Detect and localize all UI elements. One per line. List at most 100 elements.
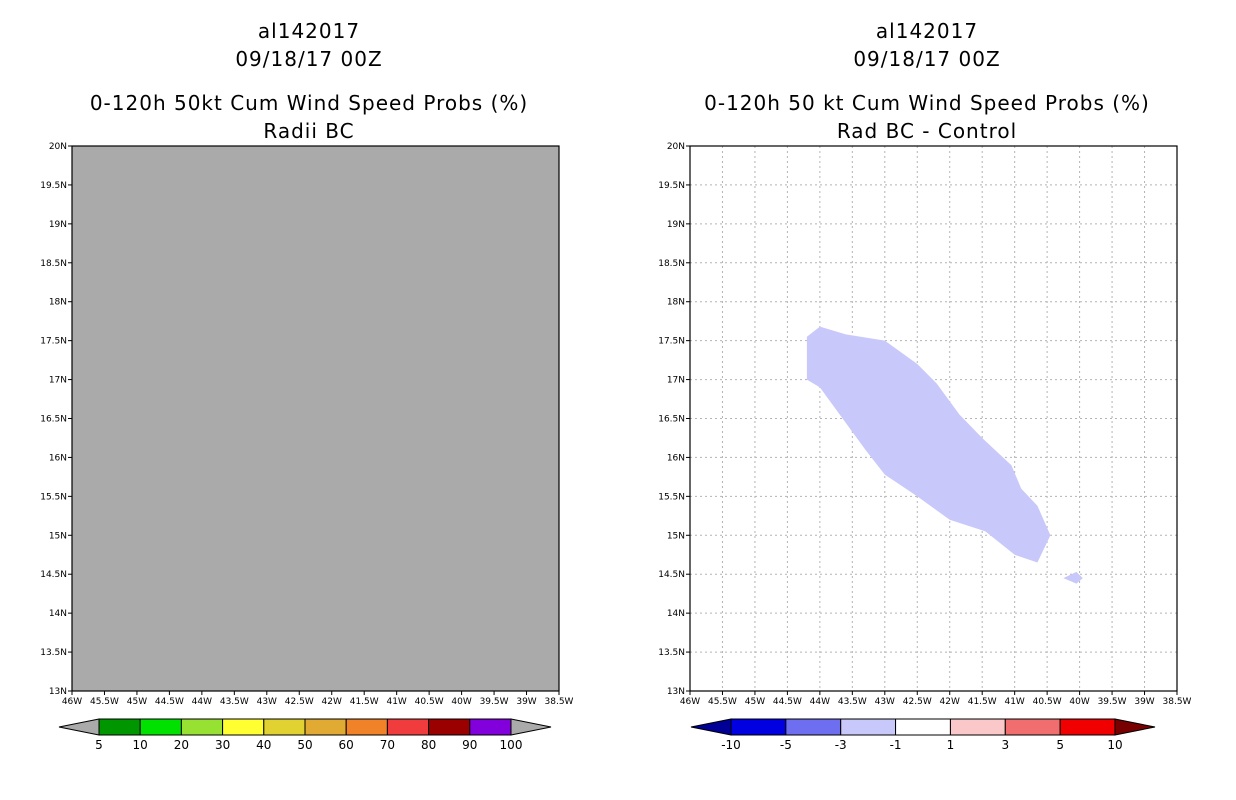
y-tick-label: 20N [667, 142, 685, 152]
x-tick-label: 39W [516, 697, 536, 707]
colorbar-label: -5 [780, 738, 792, 752]
y-tick-label: 14.5N [40, 570, 67, 580]
right-chart-subtitle: Rad BC - Control [836, 119, 1018, 143]
y-tick-label: 18.5N [658, 259, 685, 269]
plot-background [72, 146, 559, 691]
colorbar-label: 100 [500, 738, 523, 752]
y-tick-label: 19N [667, 220, 685, 230]
colorbar-label: 10 [1107, 738, 1122, 752]
colorbar-label: 10 [133, 738, 148, 752]
x-tick-label: 46W [62, 697, 82, 707]
y-tick-label: 16.5N [658, 415, 685, 425]
y-tick-label: 15N [667, 531, 685, 541]
right-storm-id: al142017 [875, 19, 979, 43]
y-tick-label: 13N [667, 687, 685, 697]
x-tick-label: 42.5W [903, 697, 932, 707]
x-tick-label: 41W [1004, 697, 1024, 707]
colorbar-label: 20 [174, 738, 189, 752]
x-tick-label: 40W [451, 697, 471, 707]
colorbar-swatch [730, 718, 787, 736]
colorbar-swatch [222, 718, 265, 736]
x-tick-label: 43.5W [838, 697, 867, 707]
x-tick-label: 45W [745, 697, 765, 707]
colorbar-swatch [895, 718, 951, 736]
probability-region-0 [806, 326, 1051, 563]
colorbar-swatch [949, 718, 1006, 736]
x-tick-label: 40W [1069, 697, 1089, 707]
y-tick-label: 13.5N [40, 648, 67, 658]
colorbar-label: 1 [947, 738, 955, 752]
x-tick-label: 41.5W [350, 697, 379, 707]
colorbar-arrow-left [690, 718, 732, 736]
x-tick-label: 41.5W [968, 697, 997, 707]
x-tick-label: 38.5W [1163, 697, 1192, 707]
colorbar-swatch [386, 718, 430, 736]
left-chart-subtitle: Radii BC [263, 119, 355, 143]
colorbar-swatch [469, 718, 512, 736]
colorbar-label: 90 [462, 738, 477, 752]
colorbar-swatch [345, 718, 388, 736]
colorbar-swatch [1004, 718, 1061, 736]
right-chart-title: 0-120h 50 kt Cum Wind Speed Probs (%) [704, 91, 1150, 115]
colorbar-label: -1 [890, 738, 902, 752]
colorbar-swatch [785, 718, 842, 736]
left-storm-id: al142017 [257, 19, 361, 43]
x-tick-label: 44W [810, 697, 830, 707]
colorbar-label: 3 [1001, 738, 1009, 752]
colorbar-label: 70 [380, 738, 395, 752]
x-tick-label: 40.5W [415, 697, 444, 707]
x-tick-label: 43.5W [220, 697, 249, 707]
y-tick-label: 15N [49, 531, 67, 541]
colorbar-label: 40 [256, 738, 271, 752]
x-tick-label: 41W [386, 697, 406, 707]
y-tick-label: 14.5N [658, 570, 685, 580]
colorbar-swatch [840, 718, 897, 736]
y-tick-label: 18N [49, 298, 67, 308]
left-map-chart: 46W 45.5W 45W 44.5W 44W 43.5W 43W 42.5W 42W 41.5W… [40, 142, 574, 752]
colorbar-swatch [98, 718, 141, 736]
y-tick-label: 14N [667, 609, 685, 619]
x-tick-label: 38.5W [545, 697, 574, 707]
left-chart-title: 0-120h 50kt Cum Wind Speed Probs (%) [89, 91, 529, 115]
y-tick-label: 17.5N [658, 337, 685, 347]
colorbar-swatch [263, 718, 306, 736]
x-tick-label: 44W [192, 697, 212, 707]
y-tick-label: 16N [667, 453, 685, 463]
y-tick-label: 13N [49, 687, 67, 697]
y-tick-label: 17.5N [40, 337, 67, 347]
x-tick-label: 43W [875, 697, 895, 707]
x-tick-label: 42.5W [285, 697, 314, 707]
y-tick-label: 19.5N [40, 181, 67, 191]
y-tick-label: 15.5N [658, 492, 685, 502]
x-tick-label: 39.5W [1098, 697, 1127, 707]
y-tick-label: 19.5N [658, 181, 685, 191]
y-tick-label: 16N [49, 453, 67, 463]
x-tick-label: 45.5W [708, 697, 737, 707]
y-tick-label: 13.5N [658, 648, 685, 658]
colorbar-arrow-right [1114, 718, 1156, 736]
colorbar-label: 60 [339, 738, 354, 752]
right-date: 09/18/17 00Z [853, 47, 1001, 71]
colorbar-swatch [1059, 718, 1116, 736]
y-tick-label: 15.5N [40, 492, 67, 502]
colorbar-label: 80 [421, 738, 436, 752]
x-tick-label: 39W [1134, 697, 1154, 707]
colorbar-arrow-right [510, 718, 552, 736]
y-tick-label: 17N [49, 376, 67, 386]
probability-region-1 [1063, 571, 1083, 584]
colorbar-label: -3 [835, 738, 847, 752]
colorbar-label: -10 [721, 738, 741, 752]
x-tick-label: 42W [940, 697, 960, 707]
colorbar-label: 5 [95, 738, 103, 752]
x-tick-label: 46W [680, 697, 700, 707]
colorbar-label: 50 [297, 738, 312, 752]
y-tick-label: 20N [49, 142, 67, 152]
right-map-chart: 46W 45.5W 45W 44.5W 44W 43.5W 43W 42.5W 42W 41.5W… [658, 142, 1192, 752]
x-tick-label: 40.5W [1033, 697, 1062, 707]
colorbar-swatch [304, 718, 347, 736]
x-tick-label: 45W [127, 697, 147, 707]
left-date: 09/18/17 00Z [235, 47, 383, 71]
colorbar-swatch [180, 718, 224, 736]
colorbar-label: 5 [1056, 738, 1064, 752]
x-tick-label: 45.5W [90, 697, 119, 707]
